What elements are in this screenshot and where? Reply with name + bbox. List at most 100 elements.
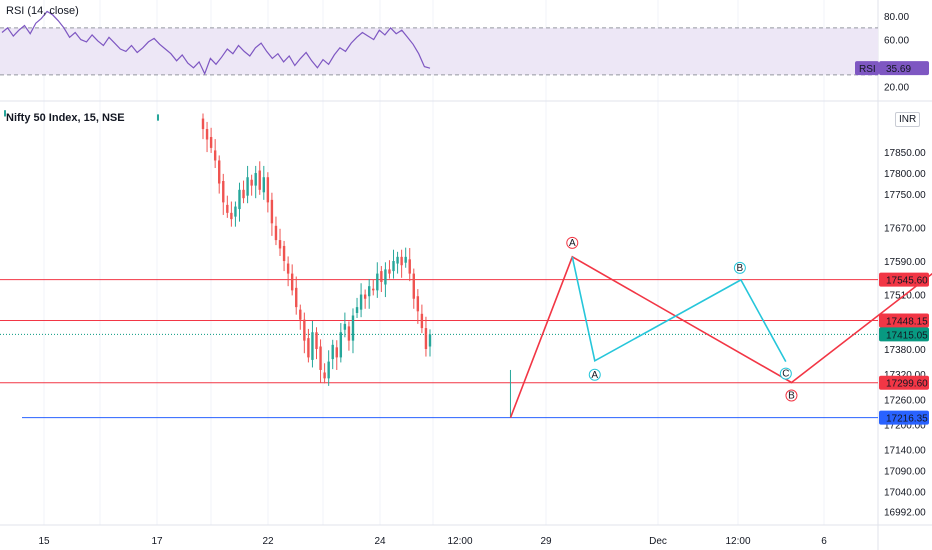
wave-teal-line bbox=[571, 256, 787, 363]
candle-body bbox=[408, 259, 411, 274]
wave-label-teal-c-circle bbox=[779, 367, 792, 380]
candle-body bbox=[355, 307, 359, 313]
currency-badge[interactable]: INR bbox=[895, 112, 921, 127]
candle-body bbox=[367, 286, 371, 297]
candle-body bbox=[246, 177, 249, 196]
candle-body bbox=[428, 334, 432, 347]
candle-body bbox=[323, 372, 326, 379]
candle-body bbox=[307, 338, 310, 358]
candle-body bbox=[213, 150, 217, 161]
candle-body bbox=[347, 326, 351, 341]
wave-label-teal-c: C bbox=[782, 369, 789, 380]
candle-body bbox=[372, 288, 375, 291]
candle-body bbox=[234, 206, 237, 217]
candle-body bbox=[311, 332, 314, 360]
time-tick-label: 12:00 bbox=[447, 536, 472, 547]
candle-body bbox=[388, 269, 391, 274]
candle-body bbox=[250, 179, 253, 186]
candle-body bbox=[270, 199, 274, 224]
wave-label-teal-b: B bbox=[737, 263, 744, 274]
candle-body bbox=[424, 328, 428, 350]
candle-body bbox=[303, 319, 306, 341]
price-badge-label: 17448.15 bbox=[886, 316, 928, 327]
candle-body bbox=[396, 256, 399, 264]
price-tick-label: 17140.00 bbox=[884, 446, 926, 457]
price-badge-label: 17299.60 bbox=[886, 379, 928, 390]
rsi-value-label: 35.69 bbox=[886, 64, 911, 75]
candle-body bbox=[404, 256, 407, 263]
candle-body bbox=[286, 263, 290, 274]
candle-body bbox=[416, 296, 420, 312]
price-badge-label: 17545.60 bbox=[886, 276, 928, 287]
wave-label-red-a: A bbox=[569, 238, 576, 249]
price-tick-label: 17380.00 bbox=[884, 345, 926, 356]
price-tick-label: 17090.00 bbox=[884, 467, 926, 478]
candle-body bbox=[230, 212, 233, 220]
wave-label-red-b-circle bbox=[785, 389, 798, 402]
candle-body bbox=[319, 346, 322, 370]
candle-body bbox=[222, 181, 225, 203]
candle-body bbox=[242, 189, 245, 199]
price-tick-label: 17320.00 bbox=[884, 370, 926, 381]
candle-body bbox=[335, 347, 338, 358]
rsi-series-badge bbox=[855, 61, 879, 76]
wave-label-red-a-circle bbox=[566, 236, 579, 249]
candle-body bbox=[278, 240, 282, 249]
price-badge bbox=[879, 272, 929, 287]
price-tick-label: 17200.00 bbox=[884, 420, 926, 431]
candle-body bbox=[359, 294, 363, 310]
candle bbox=[157, 114, 159, 121]
candle-body bbox=[376, 273, 379, 291]
rsi-series-label: RSI bbox=[859, 64, 876, 75]
symbol-title[interactable]: Nifty 50 Index, 15, NSE bbox=[6, 112, 125, 124]
candle-body bbox=[412, 273, 415, 299]
time-tick-label: 12:00 bbox=[725, 536, 750, 547]
time-tick-label: 24 bbox=[374, 536, 386, 547]
candle-body bbox=[363, 294, 367, 299]
candle-body bbox=[205, 129, 209, 140]
time-tick-label: 17 bbox=[151, 536, 163, 547]
price-tick-label: 17040.00 bbox=[884, 487, 926, 498]
candle-body bbox=[384, 269, 387, 285]
candle-body bbox=[262, 177, 266, 193]
time-tick-label: 15 bbox=[38, 536, 50, 547]
price-badge bbox=[879, 375, 929, 390]
candle-body bbox=[238, 189, 241, 210]
candle-body bbox=[339, 332, 343, 358]
candle-body bbox=[400, 256, 403, 266]
candle-body bbox=[209, 137, 213, 148]
price-tick-label: 17590.00 bbox=[884, 257, 926, 268]
wave-red-line bbox=[509, 255, 932, 418]
rsi-tick-label: 60.00 bbox=[884, 36, 909, 47]
price-tick-label: 17670.00 bbox=[884, 224, 926, 235]
candle-body bbox=[420, 313, 424, 329]
price-badge bbox=[879, 410, 929, 425]
time-tick-label: 22 bbox=[262, 536, 274, 547]
candle-body bbox=[290, 273, 294, 291]
rsi-tick-label: 20.00 bbox=[884, 83, 909, 94]
price-tick-label: 17510.00 bbox=[884, 291, 926, 302]
price-tick-label: 17850.00 bbox=[884, 148, 926, 159]
candle-body bbox=[218, 160, 221, 184]
candle-body bbox=[327, 361, 330, 379]
candle-body bbox=[315, 332, 318, 350]
rsi-band bbox=[0, 27, 878, 75]
rsi-line bbox=[1, 10, 431, 76]
candle bbox=[4, 110, 6, 117]
candle-body bbox=[299, 309, 302, 320]
rsi-tick-label: 80.00 bbox=[884, 12, 909, 23]
candle-body bbox=[331, 344, 334, 360]
price-tick-label: 16992.00 bbox=[884, 508, 926, 519]
candle-body bbox=[254, 173, 257, 186]
rsi-value-badge bbox=[879, 61, 929, 76]
candle-body bbox=[226, 204, 229, 213]
wave-label-teal-a: A bbox=[591, 370, 598, 381]
price-tick-label: 17750.00 bbox=[884, 190, 926, 201]
wave-label-teal-a-circle bbox=[588, 368, 601, 381]
candle-body bbox=[351, 315, 355, 341]
wave-label-red-b: B bbox=[788, 391, 795, 402]
candle-body bbox=[392, 261, 395, 272]
price-badge bbox=[879, 313, 929, 328]
candle-body bbox=[380, 271, 383, 282]
